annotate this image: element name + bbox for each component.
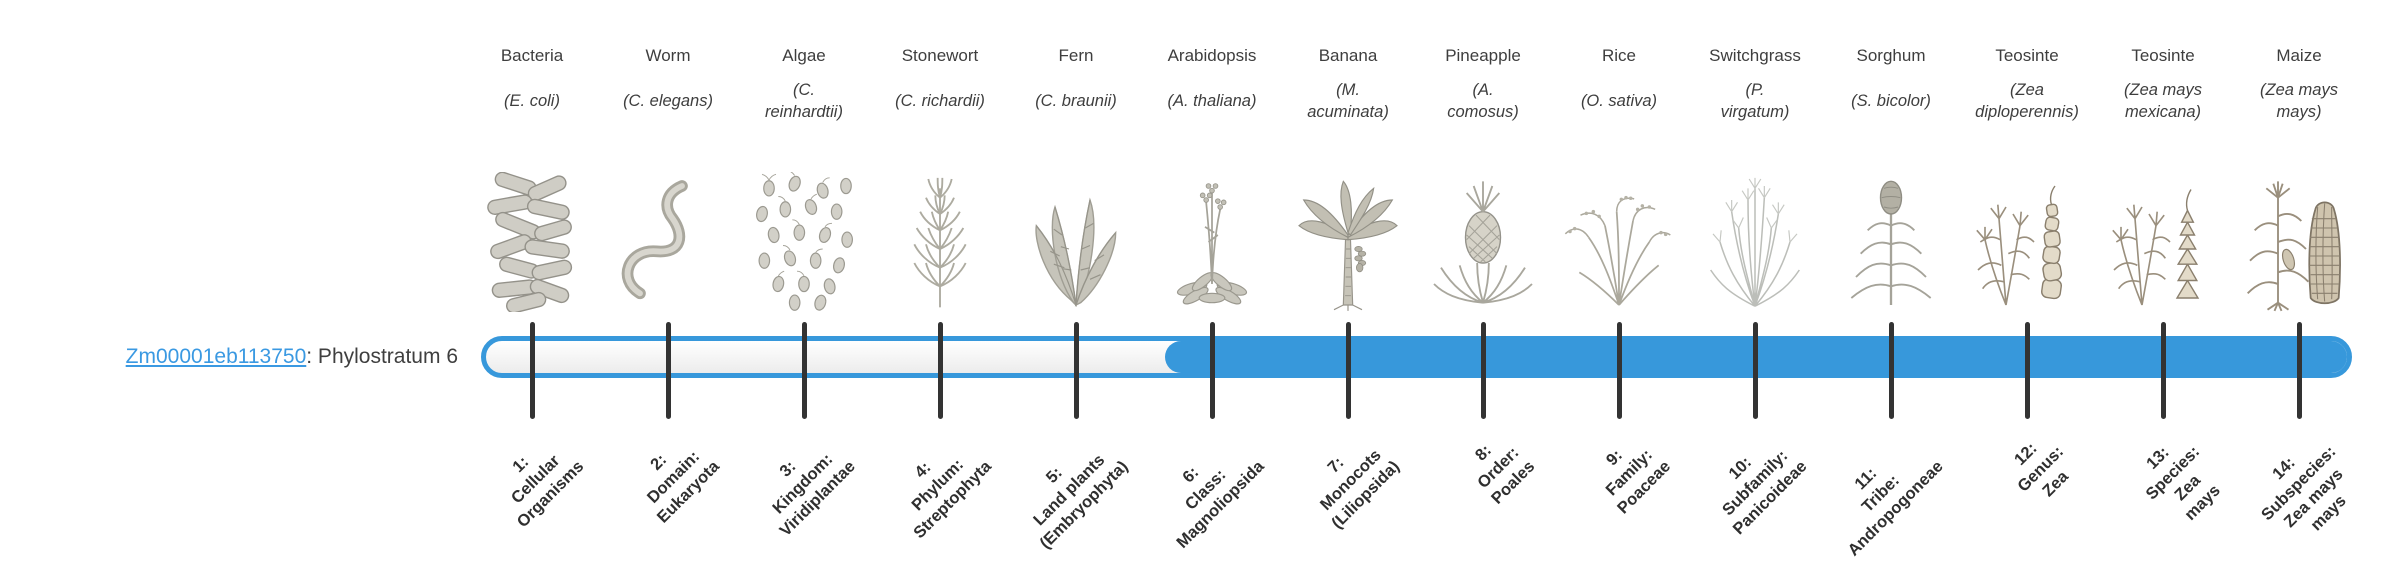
organism-species-name: (C. braunii) xyxy=(1035,91,1117,110)
phylostratum-tick xyxy=(1752,322,1758,419)
organism-species-name: (S. bicolor) xyxy=(1851,91,1931,110)
phylostratum-tick-label: 13: Species: Zea mays xyxy=(2142,442,2225,525)
organism-species-name: (C. reinhardtii) xyxy=(765,80,843,121)
phylostratum-tick xyxy=(529,322,535,419)
phylostratum-tick xyxy=(1888,322,1894,419)
pineapple-illustration xyxy=(1433,181,1533,304)
organism-common-name: Worm xyxy=(645,46,691,65)
organism-common-name: Pineapple xyxy=(1445,46,1521,65)
phylostratum-tick xyxy=(1209,322,1215,419)
organism-species-name: (C. richardii) xyxy=(895,91,985,110)
phylostratum-tick-label: 11: Tribe: Andropogoneae xyxy=(1844,457,1947,560)
organism-common-name: Rice xyxy=(1601,46,1636,65)
phylostratum-tick-label: 12: Genus: Zea xyxy=(2011,439,2073,501)
organism-illustration-slot xyxy=(1690,166,1820,312)
organism-common-name: Switchgrass xyxy=(1709,46,1801,65)
arabidopsis-illustration xyxy=(1176,183,1248,305)
organism-species-name: (M. acuminata) xyxy=(1307,80,1389,121)
phylostratum-tick-label: 1: Cellular Organisms xyxy=(507,451,588,532)
phylostratum-tick-label: 14: Subspecies: Zea mays mays xyxy=(2257,442,2350,535)
teosinte-mexicana-illustration xyxy=(2112,189,2200,306)
organism-species-name: (Zea mays mays) xyxy=(2260,80,2338,121)
phylostratum-tick xyxy=(2160,322,2166,419)
gene-label: Zm00001eb113750: Phylostratum 6 xyxy=(30,345,458,369)
phylostratum-tick-label: 9: Family: Poaceae xyxy=(1602,445,1675,518)
bacteria-illustration xyxy=(487,172,573,312)
rice-illustration xyxy=(1564,195,1671,306)
organism-common-name: Arabidopsis xyxy=(1167,46,1257,65)
fern-illustration xyxy=(1035,197,1117,307)
switchgrass-illustration xyxy=(1710,177,1800,307)
phylostratum-tick-label: 3: Kingdom: Viridiplantae xyxy=(769,450,860,541)
phylostratum-tick xyxy=(1616,322,1622,419)
phylostratum-tick xyxy=(801,322,807,419)
organism-common-name: Maize xyxy=(2276,46,2322,65)
organism-common-name: Sorghum xyxy=(1856,46,1926,65)
organism-common-name: Teosinte xyxy=(1995,46,2059,65)
algae-illustration xyxy=(756,172,853,311)
phylostratum-bar-track xyxy=(481,336,2352,378)
phylostratum-tick-label: 5: Land plants (Embryophyta) xyxy=(1029,451,1132,553)
organism-common-name: Fern xyxy=(1058,46,1094,65)
organism-illustration-slot xyxy=(603,166,733,312)
phylostratum-tick-label: 7: Monocots (Liliopsida) xyxy=(1316,446,1404,533)
worm-illustration xyxy=(621,180,688,300)
organism-common-name: Stonewort xyxy=(901,46,979,65)
organism-species-name: (C. elegans) xyxy=(623,91,713,110)
gene-id-link[interactable]: Zm00001eb113750 xyxy=(125,345,307,368)
organism-species-name: (Zea mays mexicana) xyxy=(2124,80,2202,121)
phylostratum-tick xyxy=(1073,322,1079,419)
phylostratum-tick-label: 4: Phylum: Streptophyta xyxy=(908,455,996,543)
phylostratum-tick xyxy=(665,322,671,419)
organism-species-name: (O. sativa) xyxy=(1580,91,1658,110)
phylostratum-tick-label: 8: Order: Poales xyxy=(1471,441,1539,508)
organism-illustration-slot xyxy=(1554,166,1684,312)
organism-common-name: Algae xyxy=(782,46,826,65)
organism-illustration-slot xyxy=(467,166,597,312)
organism-illustration-slot xyxy=(1147,166,1277,312)
organism-illustration-slot xyxy=(2098,166,2228,312)
phylostratum-tick-label: 6: Class: Magnoliopsida xyxy=(1172,457,1268,552)
maize-illustration xyxy=(2247,181,2341,312)
organism-common-name: Banana xyxy=(1318,46,1378,65)
organism-illustration-slot xyxy=(1418,166,1548,312)
organism-common-name: Bacteria xyxy=(500,46,564,65)
phylostratum-tick-label: 10: Subfamily: Panicoideae xyxy=(1718,446,1811,539)
sorghum-illustration xyxy=(1850,180,1932,305)
organism-species-name: (E. coli) xyxy=(504,91,560,110)
phylostratum-tick xyxy=(2296,322,2302,419)
organism-species-name: (Zea diploperennis) xyxy=(1975,80,2079,121)
organism-illustration-slot xyxy=(1826,166,1956,312)
organism-illustration-slot xyxy=(1283,166,1413,312)
phylostratum-tick-label: 2: Domain: Eukaryota xyxy=(644,447,724,527)
organism-species-name: (A. comosus) xyxy=(1447,80,1519,121)
organism-illustration-slot xyxy=(1011,166,1141,312)
phylostratum-text: : Phylostratum 6 xyxy=(306,345,458,368)
phylostratum-tick xyxy=(937,322,943,419)
organism-illustration-slot xyxy=(1962,166,2092,312)
banana-illustration xyxy=(1298,180,1398,311)
organism-species-name: (P. virgatum) xyxy=(1720,80,1790,121)
organism-species-name: (A. thaliana) xyxy=(1167,91,1257,110)
stonewort-illustration xyxy=(913,177,967,308)
organism-illustration-slot xyxy=(875,166,1005,312)
organism-illustration-slot xyxy=(2234,166,2364,312)
teosinte-diploperennis-illustration xyxy=(1976,185,2063,306)
phylostratum-tick xyxy=(1480,322,1486,419)
organism-common-name: Teosinte xyxy=(2131,46,2195,65)
phylostratum-tick xyxy=(2024,322,2030,419)
phylostratum-tick xyxy=(1345,322,1351,419)
organism-illustration-slot xyxy=(739,166,869,312)
